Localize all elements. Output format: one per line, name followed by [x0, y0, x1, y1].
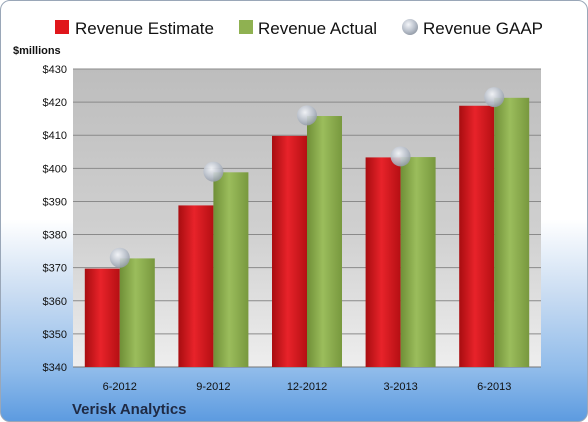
bar-revenue-actual [119, 258, 155, 367]
y-tick-label: $410 [43, 130, 67, 142]
marker-revenue-gaap [297, 105, 317, 126]
y-tick-label: $340 [43, 362, 67, 374]
legend-swatch-actual [239, 20, 253, 34]
y-axis-ticks: $340 $350 $360 $370 $380 $390 $400 $410 $420 $430 [43, 64, 67, 374]
marker-revenue-gaap [203, 161, 224, 182]
bar-revenue-estimate [84, 268, 120, 367]
marker-revenue-gaap [484, 87, 505, 108]
y-axis-unit-label: $millions [13, 45, 61, 57]
marker-revenue-gaap [390, 146, 411, 167]
marker-revenue-gaap [109, 247, 130, 268]
y-tick-label: $360 [43, 296, 67, 308]
y-tick-label: $350 [43, 329, 67, 341]
y-tick-label: $430 [43, 64, 67, 76]
bar-revenue-actual [400, 157, 436, 367]
bar-revenue-estimate [459, 105, 495, 368]
gaap-markers [109, 87, 505, 268]
bars [84, 97, 530, 368]
bar-revenue-actual [494, 97, 530, 367]
bar-revenue-estimate [178, 205, 214, 367]
legend-label-actual: Revenue Actual [258, 19, 377, 38]
legend-label-gaap: Revenue GAAP [423, 19, 543, 38]
legend-label-estimate: Revenue Estimate [75, 19, 214, 38]
y-tick-label: $380 [43, 230, 67, 242]
y-tick-label: $420 [43, 97, 67, 109]
bar-revenue-actual [213, 172, 249, 367]
x-tick-label: 6-2012 [103, 381, 137, 393]
x-tick-label: 3-2013 [383, 381, 417, 393]
x-axis-ticks: 6-2012 9-2012 12-2012 3-2013 6-2013 [103, 381, 512, 393]
y-tick-label: $400 [43, 163, 67, 175]
y-tick-label: $370 [43, 263, 67, 275]
company-name: Verisk Analytics [72, 401, 187, 418]
x-tick-label: 12-2012 [287, 381, 327, 393]
legend-swatch-estimate [55, 20, 69, 34]
bar-revenue-actual [307, 116, 342, 367]
legend-marker-gaap [402, 19, 418, 35]
legend: Revenue Estimate Revenue Actual Revenue … [55, 19, 543, 38]
x-tick-label: 6-2013 [477, 381, 511, 393]
x-tick-label: 9-2012 [196, 381, 230, 393]
bar-revenue-estimate [272, 135, 307, 367]
bar-revenue-estimate [365, 157, 401, 367]
y-tick-label: $390 [43, 196, 67, 208]
